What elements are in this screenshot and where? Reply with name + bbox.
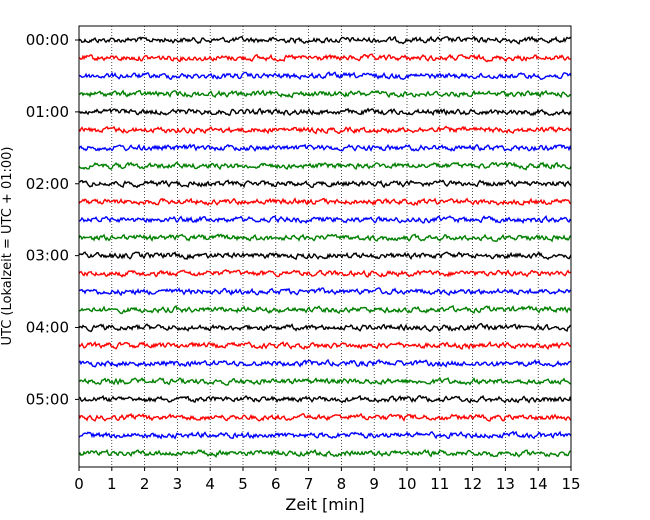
trace-line bbox=[78, 71, 572, 81]
x-tick-label: 13 bbox=[496, 475, 515, 493]
x-tick-label: 10 bbox=[397, 475, 416, 493]
x-tick-label: 3 bbox=[173, 475, 183, 493]
y-tick-label: 03:00 bbox=[26, 247, 69, 265]
trace-line bbox=[78, 377, 572, 386]
plot-frame bbox=[78, 25, 572, 468]
trace-line bbox=[78, 89, 572, 99]
x-tick-label: 0 bbox=[74, 475, 84, 493]
x-tick-label: 4 bbox=[205, 475, 215, 493]
trace-line bbox=[78, 394, 572, 404]
x-tick-label: 15 bbox=[561, 475, 580, 493]
y-tick-label: 04:00 bbox=[26, 319, 69, 337]
trace-line bbox=[78, 430, 572, 440]
trace-line bbox=[78, 125, 572, 135]
x-tick-label: 12 bbox=[463, 475, 482, 493]
trace-line bbox=[78, 35, 572, 45]
y-tick-label: 01:00 bbox=[26, 103, 69, 121]
trace-line bbox=[78, 179, 572, 189]
trace-line bbox=[78, 322, 572, 333]
x-tick-label: 11 bbox=[430, 475, 449, 493]
traces bbox=[78, 35, 572, 458]
x-tick-label: 8 bbox=[337, 475, 347, 493]
y-tick-label: 05:00 bbox=[26, 390, 69, 408]
trace-line bbox=[78, 197, 572, 207]
x-axis-label: Zeit [min] bbox=[285, 495, 364, 514]
x-tick-label: 14 bbox=[529, 475, 548, 493]
trace-line bbox=[78, 340, 572, 350]
trace-line bbox=[78, 251, 572, 261]
y-axis-label: UTC (Lokalzeit = UTC + 01:00) bbox=[0, 147, 15, 346]
x-tick-label: 9 bbox=[369, 475, 379, 493]
x-tick-label: 5 bbox=[238, 475, 248, 493]
trace-line bbox=[78, 233, 572, 243]
x-tick-label: 6 bbox=[271, 475, 281, 493]
y-tick-label: 00:00 bbox=[26, 31, 69, 49]
y-ticks: 00:00 01:00 02:00 03:00 04:00 05:00 bbox=[26, 31, 79, 408]
trace-line bbox=[78, 214, 572, 225]
trace-line bbox=[78, 358, 572, 368]
trace-line bbox=[78, 448, 572, 458]
y-tick-label: 02:00 bbox=[26, 175, 69, 193]
trace-line bbox=[78, 161, 572, 171]
x-tick-label: 2 bbox=[140, 475, 150, 493]
x-tick-label: 1 bbox=[107, 475, 117, 493]
trace-line bbox=[78, 107, 572, 117]
x-ticks: 0 1 2 3 4 5 6 7 8 9 10 11 12 13 14 15 bbox=[74, 467, 581, 493]
x-tick-label: 7 bbox=[304, 475, 314, 493]
trace-line bbox=[78, 412, 572, 422]
trace-line bbox=[78, 304, 572, 315]
trace-line bbox=[78, 287, 572, 297]
trace-line bbox=[78, 53, 572, 63]
trace-line bbox=[78, 269, 572, 278]
axes bbox=[78, 25, 572, 468]
trace-line bbox=[78, 143, 572, 152]
